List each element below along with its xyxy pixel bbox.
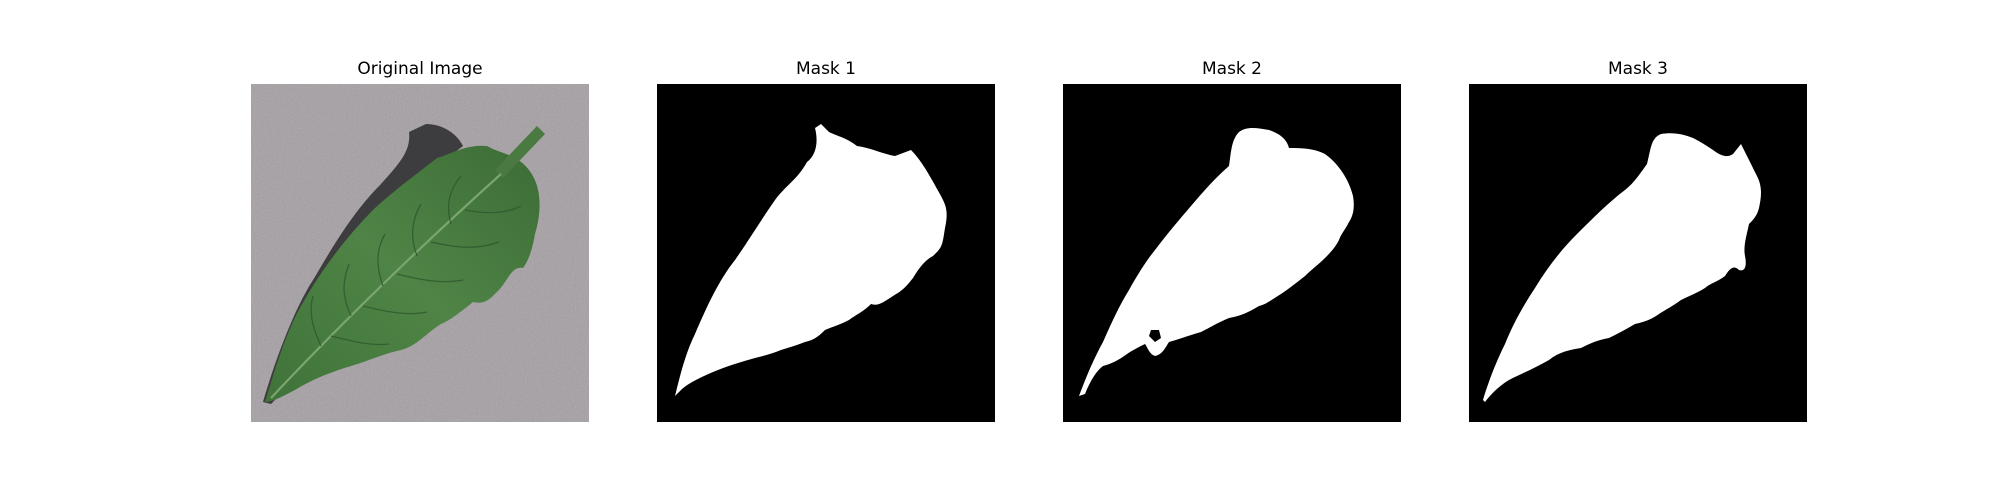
mask-3-foreground bbox=[1483, 133, 1761, 402]
mask-1-image bbox=[657, 84, 995, 422]
mask-2-artifact bbox=[1321, 210, 1324, 212]
mask-3-image bbox=[1469, 84, 1807, 422]
leaf-stem bbox=[495, 126, 545, 178]
leaf-body bbox=[265, 145, 540, 402]
mask-2-image bbox=[1063, 84, 1401, 422]
original-leaf-photo bbox=[251, 84, 589, 422]
panel-title-mask-1: Mask 1 bbox=[795, 59, 856, 79]
mask-1-foreground bbox=[675, 124, 947, 396]
leaf-veins bbox=[310, 175, 522, 347]
mask-2-foreground bbox=[1079, 128, 1354, 396]
mask-2-hole bbox=[1149, 330, 1161, 342]
panel-title-original-image: Original Image bbox=[357, 59, 483, 79]
panel-title-mask-3: Mask 3 bbox=[1607, 59, 1668, 79]
leaf-midrib bbox=[270, 173, 502, 399]
panel-title-mask-2: Mask 2 bbox=[1201, 59, 1262, 79]
